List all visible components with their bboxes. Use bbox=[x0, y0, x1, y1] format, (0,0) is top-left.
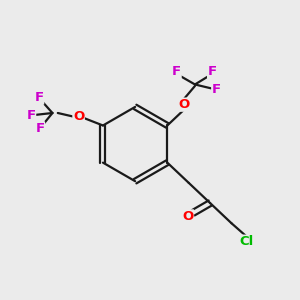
Text: O: O bbox=[73, 110, 84, 123]
Text: F: F bbox=[172, 65, 181, 79]
Text: F: F bbox=[212, 83, 221, 96]
Text: F: F bbox=[34, 91, 43, 104]
Text: Cl: Cl bbox=[239, 235, 254, 248]
Text: F: F bbox=[208, 65, 217, 79]
Text: O: O bbox=[182, 210, 194, 223]
Text: O: O bbox=[178, 98, 189, 111]
Text: F: F bbox=[35, 122, 44, 135]
Text: F: F bbox=[26, 109, 36, 122]
